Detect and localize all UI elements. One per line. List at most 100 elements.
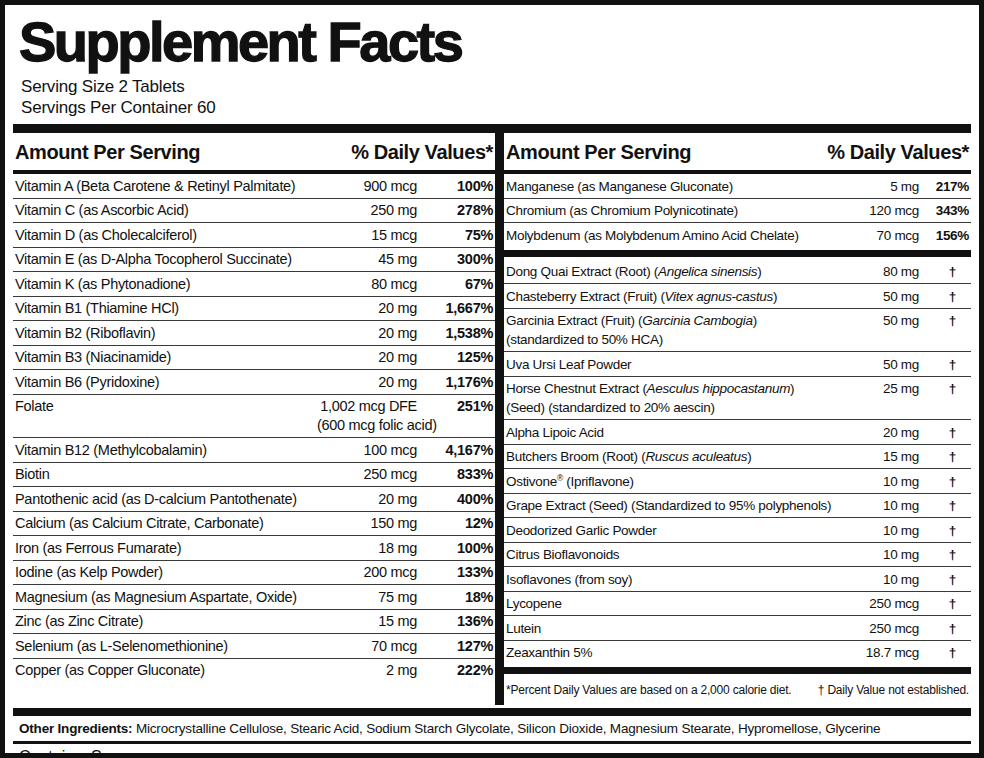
ingredient-name: Butchers Broom (Root) (Ruscus aculeatus): [506, 447, 847, 466]
daily-value: 100%: [417, 539, 493, 558]
bottom-divider-bar: [13, 708, 971, 716]
daily-value: 300%: [417, 250, 493, 269]
table-row: Chromium (as Chromium Polynicotinate) 12…: [504, 198, 971, 223]
ingredient-name: Iodine (as Kelp Powder): [15, 563, 317, 582]
amount-value: 20 mg: [317, 373, 417, 392]
table-row: Alpha Lipoic Acid 20 mg †: [504, 419, 971, 444]
dagger-footnote: † Daily Value not established.: [818, 683, 969, 697]
amount-value: 75 mg: [317, 588, 417, 607]
amount-value: 25 mg: [847, 379, 919, 398]
daily-value: 278%: [417, 201, 493, 220]
amount-per-serving-heading: Amount Per Serving: [15, 141, 200, 164]
table-row: Dong Quai Extract (Root) (Angelica sinen…: [504, 260, 971, 284]
daily-value: †: [919, 643, 969, 662]
table-row: Vitamin B3 (Niacinamide) 20 mg 125%: [13, 345, 495, 370]
daily-value: 833%: [417, 465, 493, 484]
daily-value: 1,176%: [417, 373, 493, 392]
amount-value: 10 mg: [847, 496, 919, 515]
percent-dv-footnote: *Percent Daily Values are based on a 2,0…: [506, 683, 791, 697]
table-row: Vitamin C (as Ascorbic Acid) 250 mg 278%: [13, 198, 495, 223]
ingredient-name: Isoflavones (from soy): [506, 570, 847, 589]
ingredient-name: Garcinia Extract (Fruit) (Garcinia Cambo…: [506, 311, 847, 349]
table-row: Vitamin B2 (Riboflavin) 20 mg 1,538%: [13, 320, 495, 345]
table-row: Selenium (as L-Selenomethionine) 70 mcg …: [13, 633, 495, 658]
amount-value: 10 mg: [847, 570, 919, 589]
amount-value: 45 mg: [317, 250, 417, 269]
amount-value: 50 mg: [847, 355, 919, 374]
ingredient-name: Chasteberry Extract (Fruit) (Vitex agnus…: [506, 287, 847, 306]
page-title: Supplement Facts: [19, 13, 971, 70]
ingredient-name: Ostivone® (Ipriflavone): [506, 472, 847, 491]
ingredient-name: Molybdenum (as Molybdenum Amino Acid Che…: [506, 226, 847, 245]
table-row: Vitamin B6 (Pyridoxine) 20 mg 1,176%: [13, 369, 495, 394]
left-rows: Vitamin A (Beta Carotene & Retinyl Palmi…: [13, 174, 495, 682]
amount-value: 80 mcg: [317, 275, 417, 294]
ingredient-name: Magnesium (as Magnesium Aspartate, Oxide…: [15, 588, 317, 607]
amount-value: 18.7 mcg: [847, 643, 919, 662]
table-row: Garcinia Extract (Fruit) (Garcinia Cambo…: [504, 308, 971, 352]
amount-value: 50 mg: [847, 311, 919, 330]
table-row: Horse Chestnut Extract (Aesculus hippoca…: [504, 376, 971, 420]
daily-values-heading: % Daily Values*: [827, 141, 969, 164]
daily-value: †: [919, 570, 969, 589]
daily-value: 222%: [417, 661, 493, 680]
amount-value: 250 mcg: [847, 619, 919, 638]
table-row: Zinc (as Zinc Citrate) 15 mg 136%: [13, 609, 495, 634]
ingredient-name: Folate: [15, 397, 317, 416]
footnote-divider-bar: [504, 667, 971, 674]
daily-value: 75%: [417, 226, 493, 245]
table-row: Vitamin B12 (Methylcobalamin) 100 mcg 4,…: [13, 437, 495, 462]
ingredient-name: Pantothenic acid (as D-calcium Pantothen…: [15, 490, 317, 509]
facts-columns: Amount Per Serving % Daily Values* Vitam…: [13, 133, 971, 705]
amount-value: 70 mcg: [847, 226, 919, 245]
ingredient-name: Vitamin B6 (Pyridoxine): [15, 373, 317, 392]
daily-value: 100%: [417, 177, 493, 196]
amount-value: 50 mg: [847, 287, 919, 306]
amount-value: 120 mcg: [847, 201, 919, 220]
ingredient-name: Vitamin A (Beta Carotene & Retinyl Palmi…: [15, 177, 317, 196]
daily-values-heading: % Daily Values*: [351, 141, 493, 164]
ingredient-name: Zinc (as Zinc Citrate): [15, 612, 317, 631]
amount-value: 20 mg: [317, 490, 417, 509]
daily-value: 1,667%: [417, 299, 493, 318]
amount-value: 18 mg: [317, 539, 417, 558]
amount-value: 250 mcg: [317, 465, 417, 484]
daily-value: †: [919, 262, 969, 281]
daily-value: 133%: [417, 563, 493, 582]
amount-value: 1,002 mcg DFE(600 mcg folic acid): [317, 397, 417, 435]
amount-value: 250 mg: [317, 201, 417, 220]
table-row: Molybdenum (as Molybdenum Amino Acid Che…: [504, 222, 971, 247]
ingredient-name: Dong Quai Extract (Root) (Angelica sinen…: [506, 262, 847, 281]
amount-value: 20 mg: [317, 324, 417, 343]
amount-value: 900 mcg: [317, 177, 417, 196]
table-row: Iodine (as Kelp Powder) 200 mcg 133%: [13, 560, 495, 585]
ingredient-name: Zeaxanthin 5%: [506, 643, 847, 662]
ingredient-name: Vitamin B1 (Thiamine HCl): [15, 299, 317, 318]
table-row: Copper (as Copper Gluconate) 2 mg 222%: [13, 658, 495, 683]
ingredient-name: Chromium (as Chromium Polynicotinate): [506, 201, 847, 220]
table-row: Vitamin B1 (Thiamine HCl) 20 mg 1,667%: [13, 296, 495, 321]
ingredient-name: Vitamin E (as D-Alpha Tocopherol Succina…: [15, 250, 317, 269]
daily-value: †: [919, 311, 969, 330]
daily-value: †: [919, 521, 969, 540]
table-row: Grape Extract (Seed) (Standardized to 95…: [504, 493, 971, 518]
amount-value: 10 mg: [847, 521, 919, 540]
ingredient-name: Horse Chestnut Extract (Aesculus hippoca…: [506, 379, 847, 417]
top-divider-bar: [13, 124, 971, 133]
table-row: Vitamin K (as Phytonadione) 80 mcg 67%: [13, 271, 495, 296]
ingredient-name: Calcium (as Calcium Citrate, Carbonate): [15, 514, 317, 533]
amount-value: 15 mg: [847, 447, 919, 466]
ingredient-name: Uva Ursi Leaf Powder: [506, 355, 847, 374]
ingredient-name: Citrus Bioflavonoids: [506, 545, 847, 564]
amount-value: 250 mcg: [847, 594, 919, 613]
table-row: Uva Ursi Leaf Powder 50 mg †: [504, 351, 971, 376]
daily-value: 127%: [417, 637, 493, 656]
ingredient-name: Vitamin K (as Phytonadione): [15, 275, 317, 294]
amount-value: 15 mg: [317, 612, 417, 631]
ingredient-name: Vitamin B3 (Niacinamide): [15, 348, 317, 367]
amount-value: 15 mcg: [317, 226, 417, 245]
contains-statement: Contains: Soy: [13, 744, 971, 758]
table-row: Vitamin A (Beta Carotene & Retinyl Palmi…: [13, 174, 495, 198]
section-divider-bar: [504, 250, 971, 257]
table-row: Butchers Broom (Root) (Ruscus aculeatus)…: [504, 444, 971, 469]
